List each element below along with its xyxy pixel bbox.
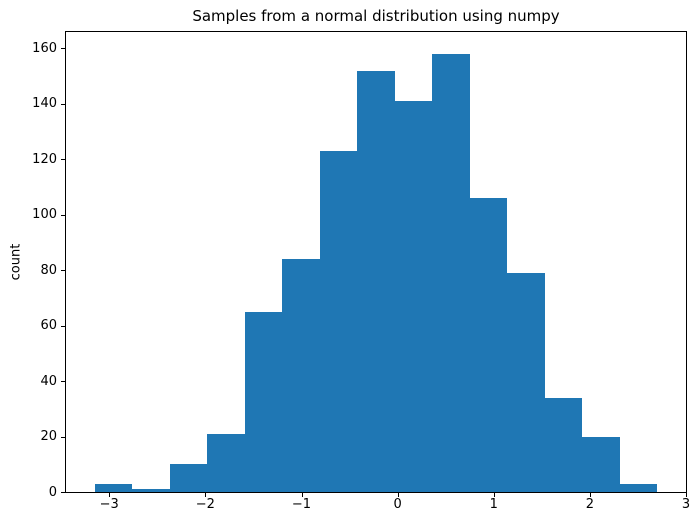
y-tick-mark <box>61 159 65 160</box>
histogram-bar <box>582 437 620 492</box>
x-tick-mark <box>590 493 591 497</box>
y-tick-mark <box>61 215 65 216</box>
y-tick-label: 40 <box>40 373 57 389</box>
x-tick-label: 0 <box>393 497 402 512</box>
histogram-bar <box>395 101 432 492</box>
y-tick-mark <box>61 326 65 327</box>
histogram-bar <box>507 273 545 492</box>
y-tick-label: 20 <box>40 429 57 445</box>
chart-title: Samples from a normal distribution using… <box>192 7 560 25</box>
x-tick-mark <box>494 493 495 497</box>
plot-area <box>65 31 687 493</box>
histogram-bar <box>245 312 282 492</box>
y-tick-label: 140 <box>32 96 57 112</box>
histogram-bar <box>320 151 357 492</box>
histogram-bar <box>470 198 507 492</box>
histogram-bar <box>170 464 207 492</box>
bars-layer <box>66 32 686 492</box>
histogram-bar <box>620 484 657 492</box>
x-tick-mark <box>398 493 399 497</box>
y-tick-label: 120 <box>32 151 57 167</box>
x-tick-label: 2 <box>585 497 595 512</box>
histogram-bar <box>282 259 320 492</box>
x-tick-mark <box>302 493 303 497</box>
y-tick-label: 100 <box>32 207 57 223</box>
histogram-bar <box>545 398 582 492</box>
x-tick-label: −1 <box>291 497 312 512</box>
histogram-bar <box>95 484 132 492</box>
x-tick-label: 3 <box>681 497 691 512</box>
x-tick-mark <box>205 493 206 497</box>
histogram-bar <box>207 434 245 492</box>
x-tick-label: −2 <box>195 497 215 512</box>
x-tick-mark <box>686 493 687 497</box>
y-tick-label: 0 <box>48 484 57 500</box>
x-tick-label: 1 <box>489 497 498 512</box>
histogram-bar <box>132 489 170 492</box>
y-tick-mark <box>61 104 65 105</box>
x-tick-label: −3 <box>99 497 119 512</box>
x-tick-mark <box>109 493 110 497</box>
y-tick-mark <box>61 381 65 382</box>
y-tick-mark <box>61 437 65 438</box>
y-tick-label: 160 <box>32 40 57 56</box>
histogram-bar <box>357 71 395 492</box>
y-tick-label: 80 <box>40 262 57 278</box>
y-tick-label: 60 <box>40 318 57 334</box>
y-tick-mark <box>61 48 65 49</box>
y-tick-mark <box>61 270 65 271</box>
histogram-bar <box>432 54 470 492</box>
y-tick-mark <box>61 492 65 493</box>
